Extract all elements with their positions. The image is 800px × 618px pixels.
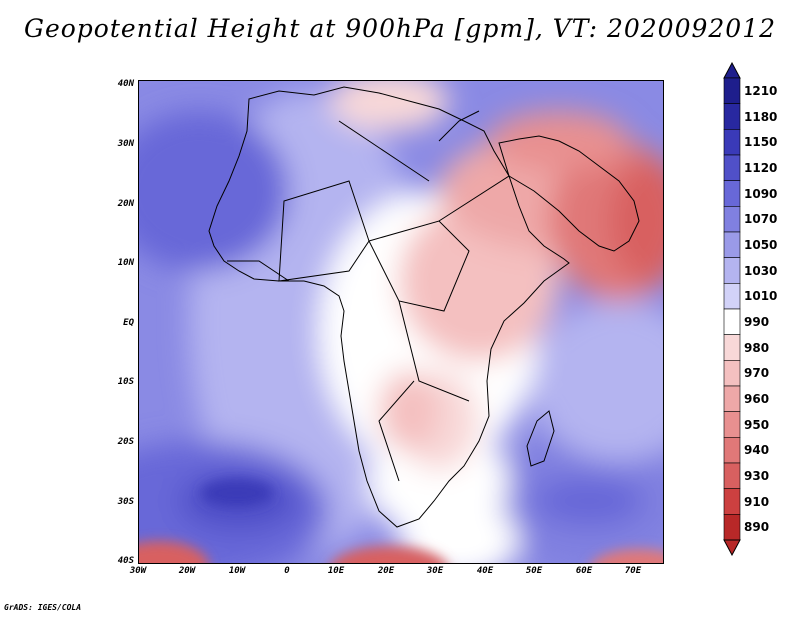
- colorbar-label: 1180: [744, 109, 778, 124]
- lat-label-10n: 10N: [117, 258, 134, 268]
- lon-label-70e: 70E: [624, 566, 642, 576]
- colorbar-swatch: [723, 103, 741, 130]
- colorbar-swatch: [723, 360, 741, 387]
- colorbar-swatch: [723, 462, 741, 489]
- lon-label-60e: 60E: [575, 566, 593, 576]
- colorbar-label: 910: [744, 494, 770, 509]
- colorbar-label: 980: [744, 340, 770, 355]
- lon-label-10e: 10E: [327, 566, 345, 576]
- colorbar-label: 1050: [744, 237, 778, 252]
- colorbar-label: 1010: [744, 289, 778, 304]
- colorbar-label: 1120: [744, 160, 778, 175]
- colorbar-swatch: [723, 411, 741, 438]
- colorbar-label: 1030: [744, 263, 778, 278]
- lon-label-20e: 20E: [377, 566, 395, 576]
- lat-label-40s: 40S: [117, 556, 134, 566]
- colorbar-swatch: [723, 334, 741, 361]
- map-plot-area: [138, 80, 664, 564]
- lon-label-30e: 30E: [426, 566, 444, 576]
- colorbar-swatch: [723, 180, 741, 207]
- lat-label-30n: 30N: [117, 139, 134, 149]
- grads-credit: GrADS: IGES/COLA: [4, 603, 82, 612]
- colorbar-label: 990: [744, 314, 770, 329]
- field-contours: [139, 81, 663, 563]
- colorbar-swatch: [723, 206, 741, 233]
- southern-lows: [139, 479, 663, 563]
- colorbar-swatch: [723, 308, 741, 335]
- colorbar-swatch: [723, 488, 741, 515]
- lon-label-50e: 50E: [525, 566, 543, 576]
- lat-label-20s: 20S: [117, 437, 134, 447]
- lat-label-40n: 40N: [117, 79, 134, 89]
- lon-label-20w: 20W: [178, 566, 196, 576]
- lat-label-10s: 10S: [117, 377, 134, 387]
- colorbar-swatch: [723, 231, 741, 258]
- colorbar-label: 970: [744, 366, 770, 381]
- colorbar-swatch: [723, 257, 741, 284]
- colorbar-swatch: [723, 283, 741, 310]
- colorbar-swatch: [723, 385, 741, 412]
- colorbar-swatch: [723, 77, 741, 104]
- geopotential-map: [139, 81, 663, 563]
- lat-label-20n: 20N: [117, 199, 134, 209]
- colorbar-label: 1150: [744, 135, 778, 150]
- lat-label-eq: EQ: [123, 318, 134, 328]
- colorbar-max-arrow: [723, 62, 741, 79]
- lon-label-40e: 40E: [476, 566, 494, 576]
- colorbar-label: 1070: [744, 212, 778, 227]
- colorbar: [723, 62, 741, 556]
- map-title: Geopotential Height at 900hPa [gpm], VT:…: [23, 14, 777, 43]
- lon-label-30w: 30W: [129, 566, 147, 576]
- lon-label-10w: 10W: [228, 566, 246, 576]
- colorbar-label: 960: [744, 391, 770, 406]
- colorbar-label: 1210: [744, 83, 778, 98]
- colorbar-swatch: [723, 437, 741, 464]
- colorbar-label: 930: [744, 468, 770, 483]
- colorbar-swatch: [723, 514, 741, 541]
- colorbar-label: 950: [744, 417, 770, 432]
- colorbar-label: 940: [744, 443, 770, 458]
- colorbar-swatch: [723, 129, 741, 156]
- lon-label-0: 0: [284, 566, 290, 576]
- coastlines: [208, 86, 640, 528]
- lat-label-30s: 30S: [117, 497, 134, 507]
- colorbar-min-arrow: [723, 539, 741, 556]
- colorbar-label: 1090: [744, 186, 778, 201]
- colorbar-label: 890: [744, 520, 770, 535]
- colorbar-swatch: [723, 154, 741, 181]
